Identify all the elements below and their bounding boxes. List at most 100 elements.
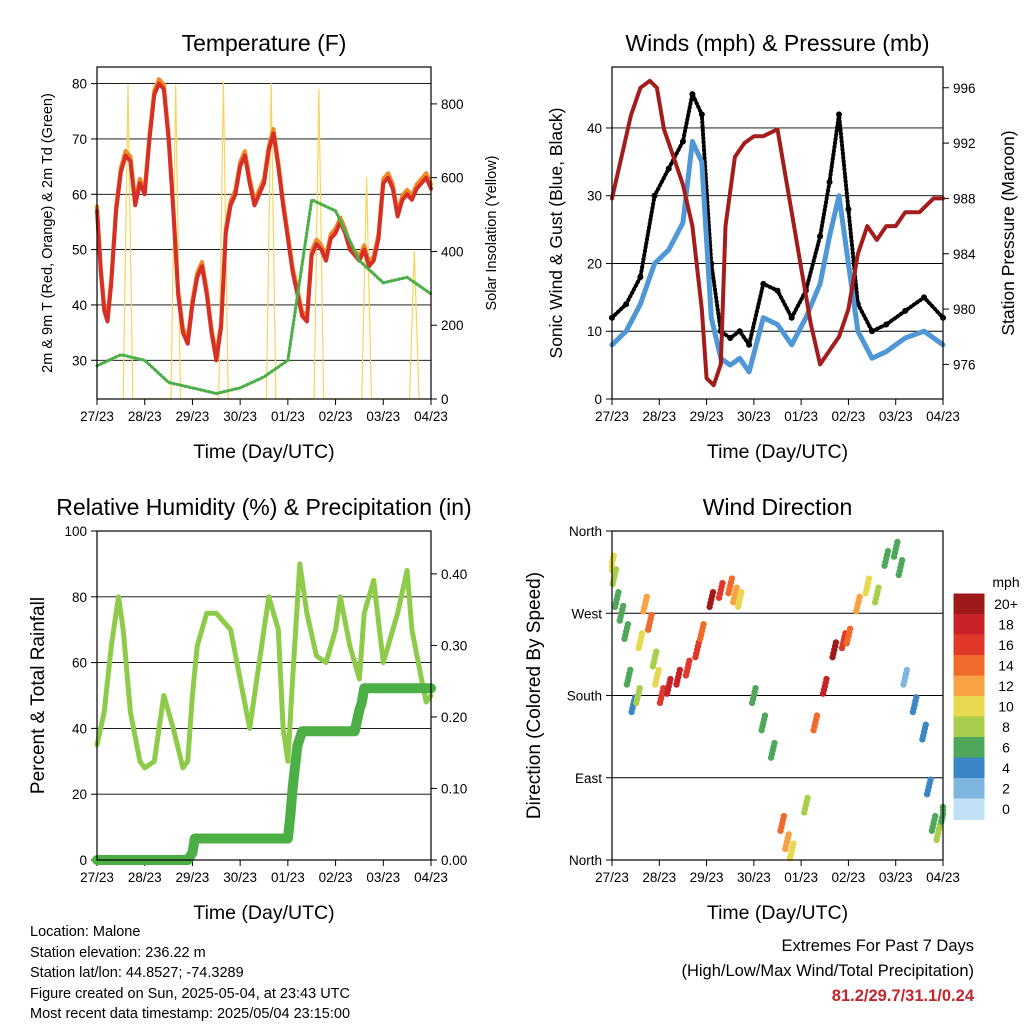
speed-legend-label: 8	[1002, 719, 1010, 735]
station-info: Location: Malone Station elevation: 236.…	[30, 922, 350, 1025]
temperature-ylabel: 2m & 9m T (Red, Orange) & 2m Td (Green)	[40, 93, 56, 373]
direction-point	[894, 538, 901, 546]
humidity-ytick-label: 60	[72, 656, 87, 671]
winds-ytick-right-label: 988	[953, 191, 976, 206]
humidity-ytick-label: 20	[72, 787, 87, 802]
humidity-title: Relative Humidity (%) & Precipitation (i…	[56, 494, 471, 520]
humidity-ytick-right-label: 0.20	[441, 710, 467, 725]
speed-legend-swatch	[953, 716, 985, 738]
speed-legend-swatch	[953, 675, 985, 697]
speed-legend-swatch	[953, 778, 985, 800]
direction-xlabel: Time (Day/UTC)	[707, 902, 848, 924]
speed-legend-label: 4	[1002, 760, 1010, 776]
temperature-xtick-label: 30/23	[223, 409, 257, 424]
humidity-ytick-label: 80	[72, 590, 87, 605]
direction-point	[738, 589, 745, 596]
winds-plot-border	[611, 66, 944, 400]
winds-ytick-label: 10	[587, 324, 602, 339]
speed-legend-swatch	[953, 634, 985, 656]
winds-xtick-label: 03/23	[879, 409, 913, 424]
speed-legend-label: 0	[1002, 801, 1010, 817]
temperature-ytick-label: 50	[72, 243, 87, 258]
humidity-ytick-right-label: 0.00	[441, 853, 467, 868]
direction-point	[898, 557, 906, 564]
humidity-ytick-label: 100	[64, 524, 87, 539]
direction-point	[627, 666, 634, 674]
temperature-ylabel-right: Solar Insolation (Yellow)	[484, 155, 500, 310]
figure-created: Figure created on Sun, 2025-05-04, at 23…	[30, 985, 350, 1002]
direction-ytick-label: East	[575, 771, 602, 786]
humidity-xtick-label: 30/23	[223, 870, 257, 885]
direction-point	[856, 593, 863, 600]
temperature-xtick-label: 27/23	[80, 409, 114, 424]
temperature-ytick-right-label: 800	[441, 97, 464, 112]
direction-point	[653, 648, 660, 655]
direction-xtick-label: 29/23	[690, 870, 724, 885]
temperature-xtick-label: 04/23	[414, 409, 448, 424]
direction-xtick-label: 01/23	[784, 870, 818, 885]
temperature-ytick-label: 30	[72, 353, 87, 368]
humidity-ytick-right-label: 0.40	[441, 567, 467, 582]
recent-timestamp: Most recent data timestamp: 2025/05/04 2…	[30, 1006, 351, 1023]
direction-point	[752, 684, 759, 692]
temperature-xtick-label: 28/23	[128, 409, 162, 424]
extremes-subtitle: (High/Low/Max Wind/Total Precipitation)	[681, 962, 974, 980]
direction-point	[728, 575, 736, 582]
wind-line	[609, 139, 946, 375]
speed-legend-swatch	[953, 798, 985, 820]
speed-legend-swatch	[953, 593, 985, 615]
direction-point	[913, 694, 920, 701]
temperature-ytick-label: 80	[72, 77, 87, 92]
direction-point	[761, 712, 769, 719]
direction-xtick-label: 30/23	[737, 870, 771, 885]
direction-point	[700, 621, 707, 628]
direction-ytick-label: West	[571, 606, 602, 621]
direction-point	[643, 593, 651, 600]
direction-plot-border	[611, 530, 944, 861]
temperature-ytick-label: 70	[72, 132, 87, 147]
humidity-ytick-right-label: 0.30	[441, 638, 467, 653]
humidity-xtick-label: 01/23	[271, 870, 305, 885]
temperature-plot-border	[96, 66, 432, 400]
temperature-xtick-label: 02/23	[319, 409, 353, 424]
speed-legend-swatch	[953, 757, 985, 779]
speed-legend-swatch	[953, 696, 985, 718]
direction-ytick-label: North	[569, 524, 602, 539]
humidity-xtick-label: 29/23	[176, 870, 210, 885]
winds-xtick-label: 27/23	[595, 409, 629, 424]
extremes-values: 81.2/29.7/31.1/0.24	[831, 987, 974, 1005]
direction-point	[813, 712, 821, 719]
temperature-xtick-label: 29/23	[176, 409, 210, 424]
direction-point	[667, 675, 674, 683]
temperature-title: Temperature (F)	[182, 30, 347, 56]
winds-ytick-right-label: 996	[953, 81, 976, 96]
direction-point	[875, 584, 882, 591]
winds-xtick-label: 01/23	[784, 409, 818, 424]
humidity-panel: Relative Humidity (%) & Precipitation (i…	[28, 494, 472, 924]
temperature-xtick-label: 03/23	[366, 409, 400, 424]
direction-point	[686, 657, 693, 664]
station-latlon: Station lat/lon: 44.8527; -74.3289	[30, 965, 244, 982]
winds-ytick-label: 30	[587, 189, 602, 204]
winds-title: Winds (mph) & Pressure (mb)	[625, 30, 929, 56]
speed-legend-swatch	[953, 737, 985, 759]
solar-insolation-line	[122, 81, 420, 400]
direction-point	[619, 602, 627, 610]
winds-xtick-label: 30/23	[737, 409, 771, 424]
speed-legend-label: 10	[998, 699, 1014, 715]
direction-point	[846, 625, 854, 632]
direction-point	[804, 794, 811, 802]
winds-ylabel-right: Station Pressure (Maroon)	[998, 130, 1018, 335]
temperature-ytick-right-label: 400	[441, 244, 464, 259]
direction-point	[771, 739, 778, 747]
direction-panel: Wind Direction North East South West North 27/…	[524, 494, 960, 924]
direction-point	[624, 621, 632, 628]
relative-humidity-line	[94, 561, 434, 771]
station-location: Location: Malone	[30, 924, 141, 940]
speed-legend: mph 20+ 18 16 14 12 10 8 6 4 2 0	[953, 574, 1020, 820]
direction-ytick-label: North	[569, 853, 602, 868]
dewpoint-line	[95, 198, 433, 396]
speed-legend-swatch	[953, 614, 985, 636]
temp-2m-line	[95, 81, 433, 363]
